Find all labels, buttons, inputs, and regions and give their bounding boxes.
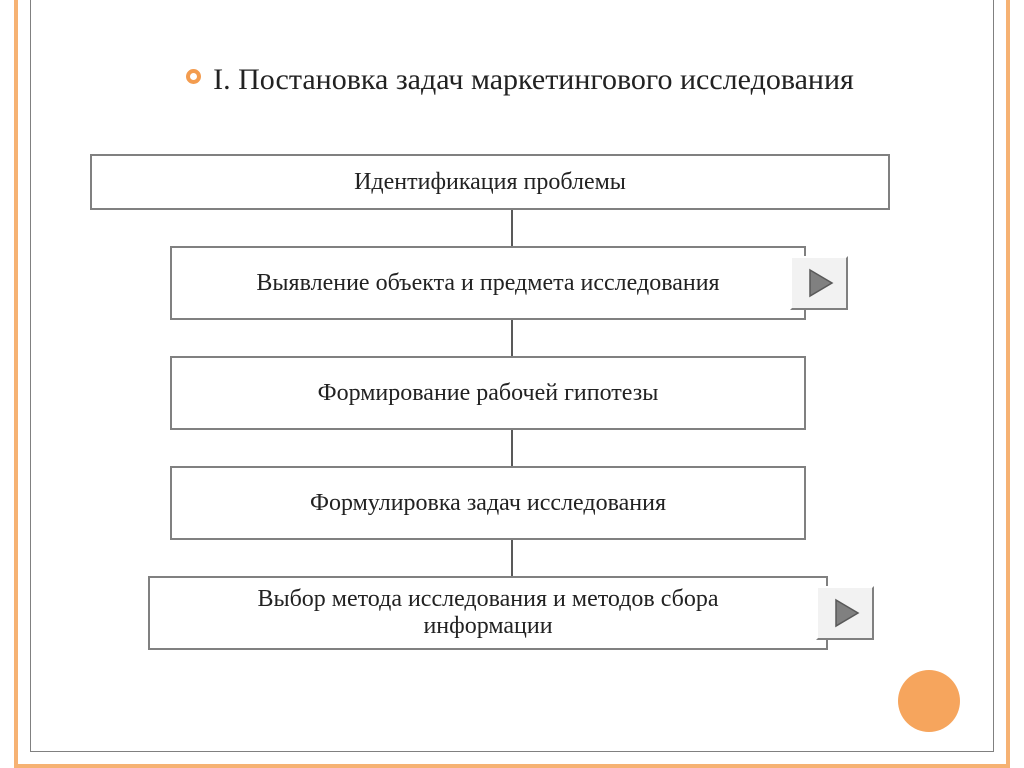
flow-box-4: Формулировка задач исследования xyxy=(170,466,806,540)
connector xyxy=(511,210,514,246)
title-text: I. Постановка задач маркетингового иссле… xyxy=(213,63,854,96)
play-icon xyxy=(828,596,862,630)
flow-box-1-label: Идентификация проблемы xyxy=(354,169,626,196)
flow-box-3: Формирование рабочей гипотезы xyxy=(170,356,806,430)
play-icon xyxy=(802,266,836,300)
play-button-2[interactable] xyxy=(816,586,874,640)
flow-box-5: Выбор метода исследования и методов сбор… xyxy=(148,576,828,650)
flow-box-2-label: Выявление объекта и предмета исследовани… xyxy=(256,270,719,297)
slide-title: I. Постановка задач маркетингового иссле… xyxy=(160,60,880,99)
flow-box-4-label: Формулировка задач исследования xyxy=(310,490,666,517)
flow-box-2: Выявление объекта и предмета исследовани… xyxy=(170,246,806,320)
connector xyxy=(511,320,514,356)
connector xyxy=(511,430,514,466)
flow-box-3-label: Формирование рабочей гипотезы xyxy=(318,380,659,407)
flowchart: Идентификация проблемы Выявление объекта… xyxy=(0,154,1024,650)
flow-box-5-label: Выбор метода исследования и методов сбор… xyxy=(150,586,826,640)
bullet-icon xyxy=(186,69,201,84)
flow-box-1: Идентификация проблемы xyxy=(90,154,890,210)
connector xyxy=(511,540,514,576)
play-button-1[interactable] xyxy=(790,256,848,310)
accent-circle xyxy=(898,670,960,732)
